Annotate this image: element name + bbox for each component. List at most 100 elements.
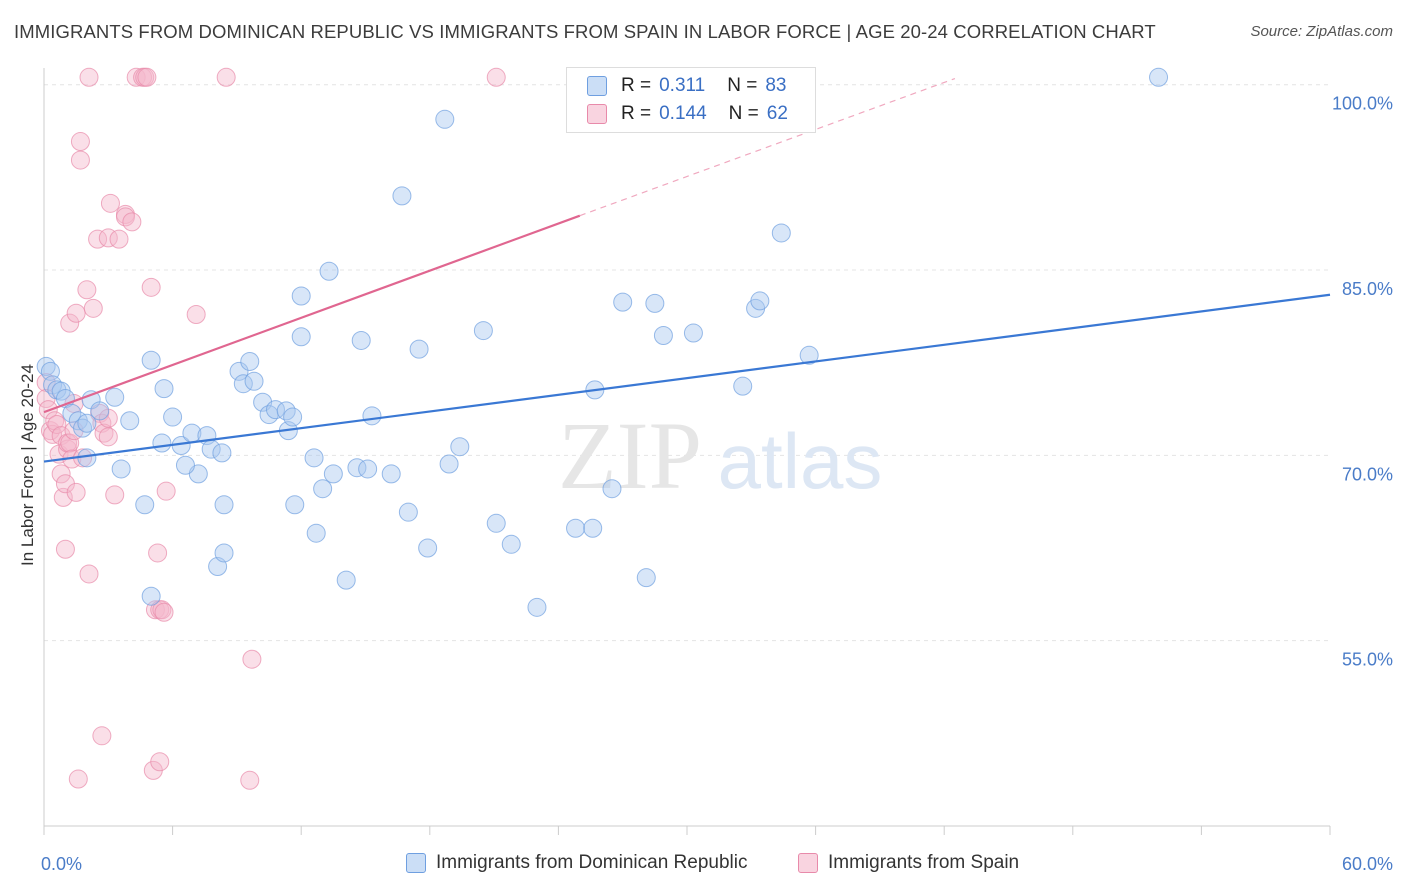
spain-point — [122, 212, 142, 232]
spain-trend-line — [43, 214, 581, 414]
dominican-point — [351, 330, 371, 350]
spain-point — [66, 303, 86, 323]
spain-swatch — [587, 104, 607, 124]
stats-legend-box: R = 0.311 N = 83 R = 0.144 N = 62 — [566, 67, 816, 133]
stats-row-dominican: R = 0.311 N = 83 — [587, 75, 787, 97]
dominican-point — [439, 454, 459, 474]
spain-point — [66, 482, 86, 502]
dominican-point — [1149, 67, 1169, 87]
dominican-point — [265, 400, 285, 420]
spain-point — [70, 150, 90, 170]
stats-row-spain: R = 0.144 N = 62 — [587, 103, 788, 125]
r-value: 0.144 — [659, 103, 707, 124]
r-label: R = — [621, 103, 652, 124]
dominican-point — [473, 321, 493, 341]
spain-point — [92, 726, 112, 746]
dominican-point — [583, 518, 603, 538]
dominican-point — [653, 326, 673, 346]
spain-point — [137, 67, 157, 87]
dominican-point — [154, 379, 174, 399]
spain-point — [109, 229, 129, 249]
spain-point — [141, 277, 161, 297]
spain-point — [486, 67, 506, 87]
dominican-point — [77, 413, 97, 433]
y-tick-label: 55.0% — [1342, 650, 1393, 670]
spain-point — [60, 313, 80, 333]
dominican-point — [105, 387, 125, 407]
dominican-point — [141, 350, 161, 370]
spain-point — [240, 770, 260, 790]
watermark-atlas: atlas — [718, 417, 883, 505]
y-axis-label: In Labor Force | Age 20-24 — [18, 364, 37, 566]
n-label: N = — [728, 103, 759, 124]
dominican-trend-line — [43, 293, 1331, 463]
spain-point — [148, 543, 168, 563]
axes — [43, 68, 1331, 835]
dominican-point — [527, 597, 547, 617]
spain-point — [88, 229, 108, 249]
series-dominican-points — [36, 67, 1169, 617]
dominican-point — [120, 411, 140, 431]
dominican-point — [283, 407, 303, 427]
spain-point — [47, 414, 67, 434]
dominican-point — [291, 286, 311, 306]
dominican-point — [683, 323, 703, 343]
chart-title: IMMIGRANTS FROM DOMINICAN REPUBLIC VS IM… — [14, 21, 1156, 42]
legend-label: Immigrants from Dominican Republic — [436, 852, 748, 873]
spain-point — [150, 752, 170, 772]
dominican-point — [285, 495, 305, 515]
spain-point — [51, 464, 71, 484]
spain-legend-swatch — [798, 853, 818, 873]
dominican-point — [152, 433, 172, 453]
spain-trend-extension — [579, 77, 956, 217]
dominican-point — [163, 407, 183, 427]
dominican-point — [304, 448, 324, 468]
r-label: R = — [621, 75, 652, 96]
dominican-point — [291, 327, 311, 347]
spain-point — [79, 564, 99, 584]
dominican-point — [613, 292, 633, 312]
dominican-point — [486, 513, 506, 533]
watermark-zip: ZIP — [558, 402, 702, 509]
dominican-point — [306, 523, 326, 543]
dominican-point — [229, 361, 249, 381]
spain-point — [156, 481, 176, 501]
dominican-point — [733, 376, 753, 396]
spain-point — [186, 305, 206, 325]
dominican-point — [636, 568, 656, 588]
spain-point — [68, 769, 88, 789]
x-tick-label: 0.0% — [41, 854, 82, 874]
dominican-point — [501, 534, 521, 554]
y-tick-label: 100.0% — [1332, 94, 1393, 114]
spain-point — [216, 67, 236, 87]
y-tick-label: 70.0% — [1342, 464, 1393, 484]
dominican-swatch — [587, 76, 607, 96]
legend-label: Immigrants from Spain — [828, 852, 1020, 873]
dominican-point — [409, 339, 429, 359]
dominican-point — [135, 495, 155, 515]
spain-point — [70, 132, 90, 152]
dominican-point — [750, 291, 770, 311]
trend-lines — [43, 77, 1331, 463]
dominican-point — [90, 401, 110, 421]
dominican-point — [319, 261, 339, 281]
dominican-point — [111, 459, 131, 479]
dominican-point — [141, 586, 161, 606]
legend-item-spain[interactable]: Immigrants from Spain — [798, 852, 1019, 874]
dominican-point — [566, 518, 586, 538]
dominican-point — [240, 351, 260, 371]
dominican-point — [175, 455, 195, 475]
spain-point — [77, 280, 97, 300]
dominican-point — [398, 502, 418, 522]
spain-point — [60, 433, 80, 453]
n-value: 83 — [765, 75, 787, 96]
spain-point — [115, 207, 135, 227]
dominican-point — [323, 464, 343, 484]
dominican-point — [347, 458, 367, 478]
series-spain-points — [36, 67, 506, 790]
dominican-point — [771, 223, 791, 243]
dominican-point — [313, 479, 333, 499]
x-tick-label: 60.0% — [1342, 854, 1393, 874]
legend-item-dominican[interactable]: Immigrants from Dominican Republic — [406, 852, 748, 874]
